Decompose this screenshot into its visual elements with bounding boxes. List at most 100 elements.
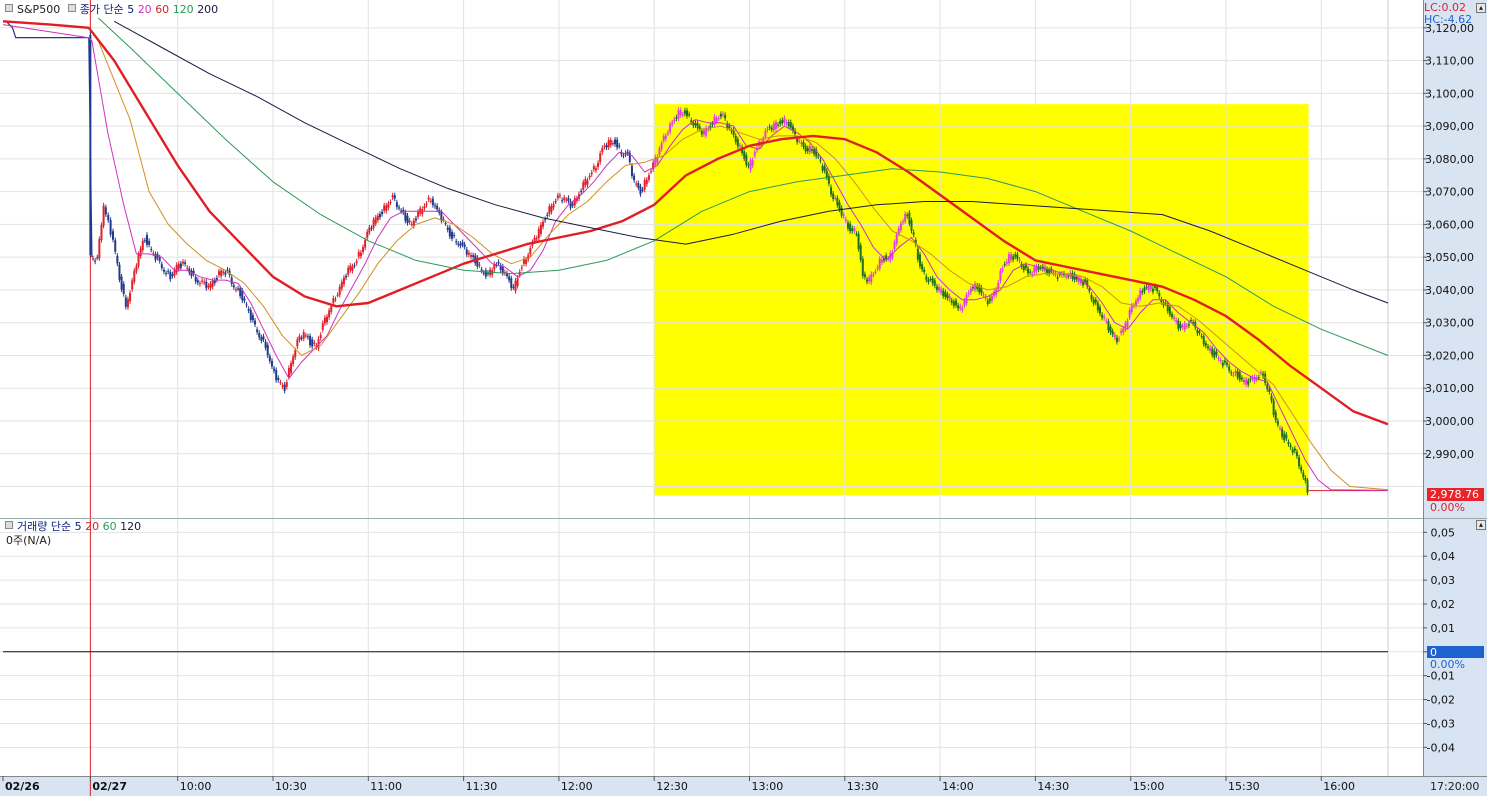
- candle-body: [1187, 324, 1190, 326]
- candle-body: [285, 382, 288, 387]
- price-axis: 3,120,00 3,110,00 3,100,00 3,090,00 3,080,00…: [1423, 22, 1474, 754]
- candle-body: [802, 142, 805, 147]
- candle-body: [417, 211, 420, 217]
- ma-label[interactable]: 종가 단순: [79, 3, 124, 16]
- candle-body: [1287, 442, 1290, 444]
- candle-body: [565, 199, 568, 201]
- candle-body: [895, 234, 898, 244]
- candle-body: [794, 130, 797, 135]
- candle-body: [1145, 287, 1148, 289]
- candle-body: [245, 304, 248, 306]
- candle-body: [495, 264, 498, 266]
- price-tick-label: 3,060,00: [1425, 218, 1474, 231]
- candle-body: [677, 110, 680, 119]
- candle-body: [512, 286, 515, 288]
- candle-body: [1295, 451, 1298, 457]
- candle-body: [309, 336, 312, 346]
- candle-body: [412, 220, 415, 227]
- candle-body: [662, 136, 665, 141]
- candle-body: [1306, 480, 1309, 493]
- candle-body: [1103, 316, 1106, 319]
- candle-body: [406, 215, 409, 223]
- panel-collapse-icon[interactable]: ▴: [1476, 520, 1486, 530]
- candle-body: [1274, 412, 1277, 421]
- candle-body: [863, 274, 866, 278]
- candle-body: [999, 270, 1002, 281]
- candle-body: [152, 253, 155, 255]
- candle-body: [550, 206, 553, 212]
- candle-body: [357, 252, 360, 257]
- current-volume-tag: 0: [1427, 646, 1484, 659]
- candle-body: [455, 241, 458, 243]
- corner-time: 17:20:00: [1430, 780, 1480, 793]
- candle-body: [118, 264, 121, 280]
- candle-body: [1026, 268, 1029, 274]
- candle-body: [880, 259, 883, 263]
- candle-body: [1170, 314, 1173, 317]
- candle-body: [573, 198, 576, 206]
- candle-body: [1035, 266, 1038, 272]
- candle-body: [626, 151, 629, 154]
- candle-body: [493, 263, 496, 270]
- volume-label[interactable]: 거래량 단순: [17, 520, 72, 533]
- candle-body: [908, 212, 911, 224]
- candle-body: [1238, 372, 1241, 380]
- settings-icon[interactable]: [5, 4, 13, 12]
- candle-body: [387, 203, 390, 208]
- candle-body: [1139, 290, 1142, 299]
- candle-body: [283, 384, 286, 391]
- candle-body: [978, 285, 981, 293]
- candle-body: [643, 180, 646, 190]
- candle-body: [446, 227, 449, 230]
- candle-body: [1056, 277, 1059, 279]
- candle-body: [1132, 305, 1135, 307]
- candle-body: [927, 279, 930, 282]
- settings-icon[interactable]: [67, 4, 76, 12]
- time-tick-label: 14:30: [1037, 780, 1069, 793]
- volume-tick-label: 0,04: [1431, 550, 1456, 563]
- candle-body: [990, 295, 993, 301]
- candle-body: [1175, 320, 1178, 322]
- candle-body: [122, 283, 125, 294]
- candle-body: [427, 197, 430, 200]
- candle-body: [859, 245, 862, 261]
- candle-body: [611, 143, 614, 145]
- candle-body: [239, 288, 242, 297]
- candle-body: [148, 240, 151, 245]
- candle-body: [590, 172, 593, 175]
- candle-body: [501, 266, 504, 274]
- candle-body: [347, 267, 350, 275]
- candle-body: [328, 310, 331, 318]
- candle-body: [817, 156, 820, 158]
- candle-body: [586, 180, 589, 185]
- candle-body: [376, 215, 379, 221]
- candle-body: [372, 219, 375, 228]
- panel-collapse-icon[interactable]: ▴: [1476, 3, 1486, 13]
- symbol-name[interactable]: S&P500: [17, 3, 61, 16]
- price-tick-label: 3,080,00: [1425, 153, 1474, 166]
- candle-body: [800, 142, 803, 145]
- price-tick-label: 2,990,00: [1425, 448, 1474, 461]
- candle-body: [713, 116, 716, 125]
- candle-body: [1039, 267, 1042, 269]
- candle-body: [952, 301, 955, 306]
- candle-body: [671, 122, 674, 125]
- candle-body: [954, 300, 957, 306]
- candle-body: [247, 308, 250, 311]
- candle-body: [237, 288, 240, 290]
- candle-body: [1242, 379, 1245, 383]
- candle-body: [522, 258, 525, 264]
- candle-body: [1096, 302, 1099, 311]
- candle-body: [302, 332, 305, 339]
- candle-body: [368, 227, 371, 233]
- candle-body: [724, 114, 727, 119]
- candle-body: [154, 254, 157, 260]
- settings-icon[interactable]: [5, 521, 13, 529]
- time-tick-label: 11:00: [370, 780, 402, 793]
- candle-body: [1291, 449, 1294, 453]
- candle-body: [717, 118, 720, 120]
- candle-body: [722, 113, 725, 115]
- candle-body: [1166, 303, 1169, 312]
